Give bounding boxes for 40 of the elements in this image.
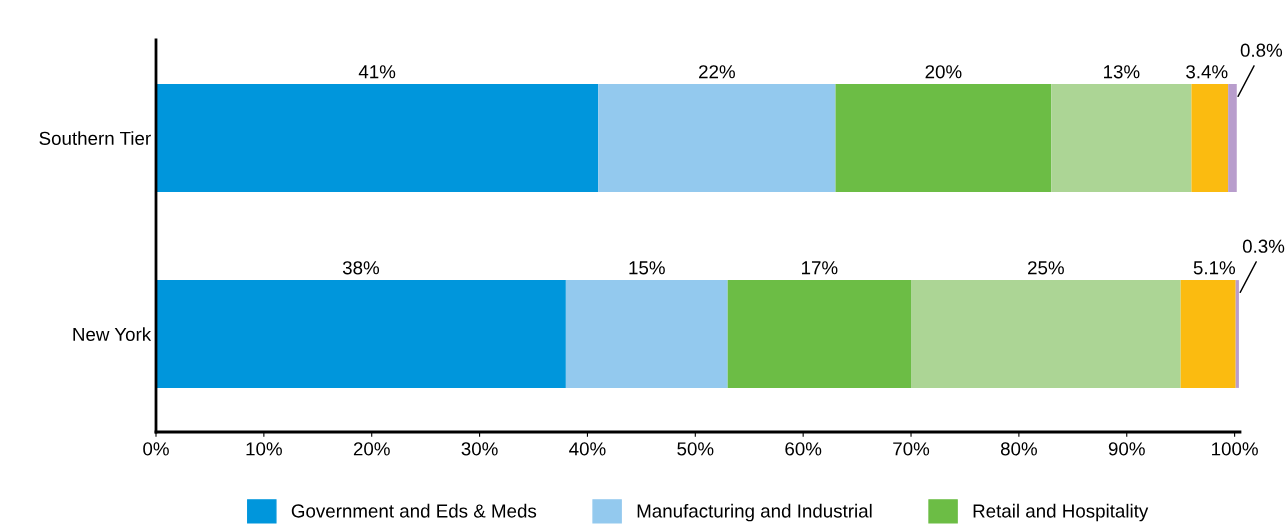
y-tick-label: New York (73, 327, 152, 341)
data-label: 20% (925, 65, 962, 79)
data-label: 41% (358, 65, 396, 79)
data-label: 5.1% (1193, 261, 1236, 275)
legend-label: Government and Eds & Meds (291, 503, 537, 518)
bar (1228, 84, 1237, 192)
x-tick-label: 100% (1212, 442, 1258, 456)
bar (1191, 84, 1229, 192)
bar (727, 280, 912, 388)
bar (911, 280, 1181, 388)
data-label: 38% (342, 261, 380, 275)
x-tick-label: 10% (246, 442, 282, 456)
bar (1051, 84, 1192, 192)
x-tick-label: 70% (893, 442, 930, 456)
bar (1180, 280, 1236, 388)
bar (835, 84, 1052, 192)
x-tick-label: 0% (143, 442, 169, 456)
x-tick-label: 30% (461, 442, 498, 456)
data-label: 15% (629, 261, 665, 275)
legend-label: Retail and Hospitality (973, 503, 1149, 522)
data-label: 13% (1104, 65, 1140, 79)
data-label: 22% (699, 65, 735, 79)
x-tick-label: 60% (785, 442, 822, 456)
x-tick-label: 80% (1000, 442, 1037, 456)
legend-label: Manufacturing and Industrial (637, 503, 872, 522)
bar (598, 84, 836, 192)
data-label: 25% (1028, 261, 1064, 275)
data-label: 0.3% (1242, 239, 1285, 253)
bar (156, 84, 599, 192)
data-label: 17% (802, 261, 838, 275)
bar (1235, 280, 1239, 388)
x-tick-label: 40% (569, 442, 606, 456)
x-tick-label: 90% (1108, 442, 1145, 456)
bar (565, 280, 728, 388)
x-tick-label: 20% (353, 442, 390, 456)
x-tick-label: 50% (677, 442, 714, 456)
data-label: 0.8% (1240, 43, 1283, 57)
bar (156, 280, 566, 388)
data-label: 3.4% (1186, 65, 1228, 79)
y-tick-label: Southern Tier (39, 131, 151, 145)
